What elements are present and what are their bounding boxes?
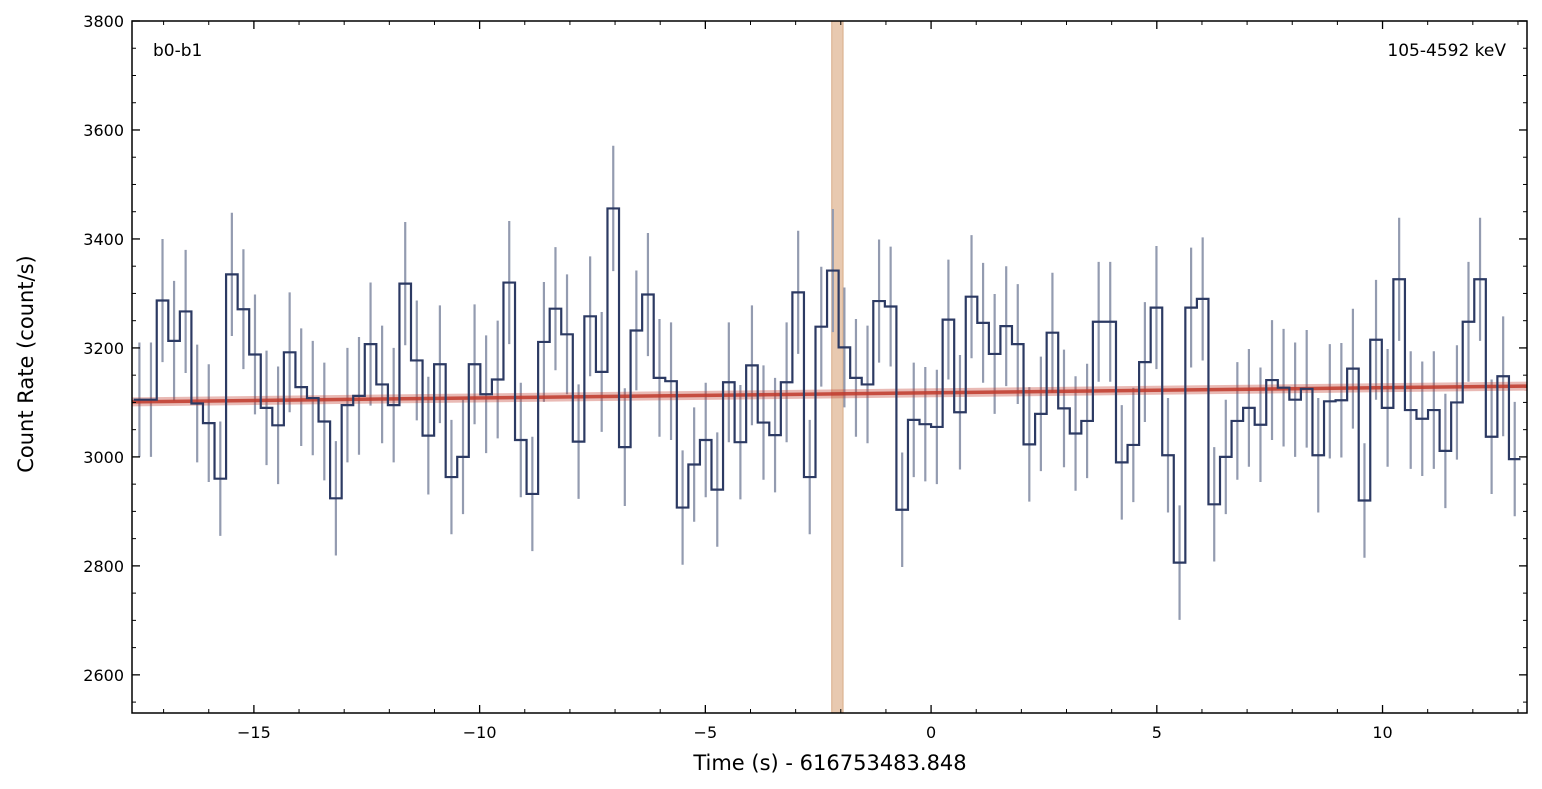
energy-range-annotation: 105-4592 keV <box>1387 41 1506 61</box>
y-tick-label: 3400 <box>83 230 124 249</box>
x-tick-label: 5 <box>1152 723 1162 742</box>
y-tick-label: 3600 <box>83 121 124 140</box>
histogram-layer <box>133 207 1521 564</box>
y-tick-label: 3200 <box>83 339 124 358</box>
y-tick-label: 3800 <box>83 12 124 31</box>
x-tick-label: 0 <box>926 723 936 742</box>
detector-annotation: b0-b1 <box>153 41 202 61</box>
y-tick-label: 2600 <box>83 666 124 685</box>
background-fit-layer <box>131 381 1528 407</box>
x-tick-label: −5 <box>694 723 718 742</box>
errorbar-layer <box>138 145 1516 620</box>
x-tick-label: −15 <box>237 723 271 742</box>
plot-frame <box>131 20 1528 714</box>
y-axis-label: Count Rate (count/s) <box>14 255 38 473</box>
x-axis-label: Time (s) - 616753483.848 <box>692 751 966 775</box>
x-tick-label: −10 <box>463 723 497 742</box>
highlight-band-layer <box>831 20 844 714</box>
count-rate-histogram <box>133 207 1521 564</box>
highlight-band <box>831 20 844 714</box>
y-tick-label: 2800 <box>83 557 124 576</box>
axes-layer: −15 −10 −5 0 5 10 2600 2800 3000 3200 3400 3600 3800 <box>83 12 1528 742</box>
x-tick-label: 10 <box>1372 723 1392 742</box>
y-tick-label: 3000 <box>83 448 124 467</box>
background-fit-line <box>131 384 1528 404</box>
